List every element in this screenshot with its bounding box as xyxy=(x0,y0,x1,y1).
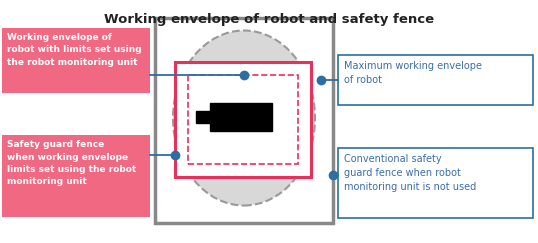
FancyBboxPatch shape xyxy=(175,62,311,177)
Text: Safety guard fence
when working envelope
limits set using the robot
monitoring u: Safety guard fence when working envelope… xyxy=(7,140,136,186)
FancyBboxPatch shape xyxy=(210,103,272,131)
FancyBboxPatch shape xyxy=(338,148,533,218)
FancyBboxPatch shape xyxy=(2,28,150,93)
FancyBboxPatch shape xyxy=(2,135,150,217)
Text: Working envelope of robot and safety fence: Working envelope of robot and safety fen… xyxy=(104,13,434,26)
Ellipse shape xyxy=(173,31,315,206)
FancyBboxPatch shape xyxy=(338,55,533,105)
Text: Conventional safety
guard fence when robot
monitoring unit is not used: Conventional safety guard fence when rob… xyxy=(344,154,476,192)
Text: Working envelope of
robot with limits set using
the robot monitoring unit: Working envelope of robot with limits se… xyxy=(7,33,141,67)
Text: Maximum working envelope
of robot: Maximum working envelope of robot xyxy=(344,61,482,85)
FancyBboxPatch shape xyxy=(196,111,216,123)
FancyBboxPatch shape xyxy=(155,18,333,223)
